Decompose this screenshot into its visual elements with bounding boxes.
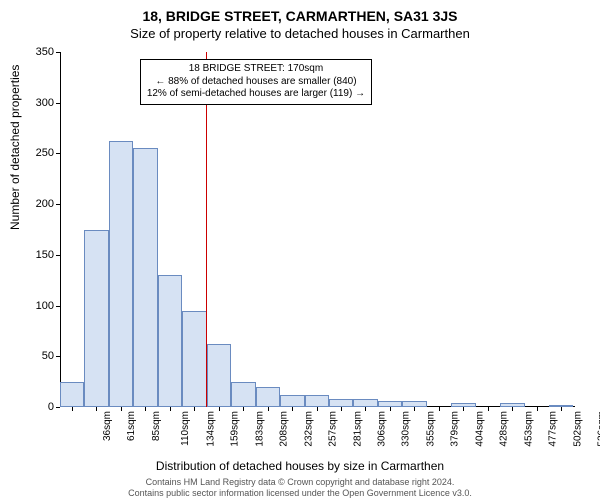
- histogram-bar: [353, 399, 377, 407]
- annotation-line2: ← 88% of detached houses are smaller (84…: [147, 76, 365, 89]
- histogram-bar: [182, 311, 206, 407]
- reference-line: [206, 52, 207, 407]
- x-tick-mark: [219, 407, 220, 411]
- histogram-bar: [231, 382, 255, 407]
- x-tick-label: 257sqm: [328, 411, 339, 447]
- x-tick-label: 61sqm: [126, 411, 137, 441]
- x-tick-label: 159sqm: [230, 411, 241, 447]
- x-tick-mark: [365, 407, 366, 411]
- x-tick-label: 85sqm: [151, 411, 162, 441]
- x-tick-mark: [537, 407, 538, 411]
- annotation-line1: 18 BRIDGE STREET: 170sqm: [147, 63, 365, 76]
- y-tick-mark: [56, 204, 60, 205]
- x-tick-mark: [488, 407, 489, 411]
- x-axis-label: Distribution of detached houses by size …: [0, 459, 600, 473]
- x-tick-label: 306sqm: [377, 411, 388, 447]
- histogram-bar: [451, 403, 475, 407]
- histogram-bar: [500, 403, 524, 407]
- x-tick-label: 477sqm: [548, 411, 559, 447]
- x-tick-label: 526sqm: [597, 411, 600, 447]
- histogram-bar: [158, 275, 182, 407]
- histogram-bar: [133, 148, 157, 407]
- x-tick-mark: [145, 407, 146, 411]
- x-tick-mark: [292, 407, 293, 411]
- annotation-box: 18 BRIDGE STREET: 170sqm← 88% of detache…: [140, 59, 372, 105]
- x-tick-label: 36sqm: [102, 411, 113, 441]
- x-tick-label: 208sqm: [279, 411, 290, 447]
- x-tick-mark: [72, 407, 73, 411]
- footer-licence: Contains public sector information licen…: [0, 488, 600, 498]
- x-tick-mark: [317, 407, 318, 411]
- y-tick-mark: [56, 407, 60, 408]
- x-tick-mark: [512, 407, 513, 411]
- y-tick-mark: [56, 153, 60, 154]
- x-tick-mark: [341, 407, 342, 411]
- histogram-bar: [305, 395, 329, 407]
- histogram-bar: [329, 399, 353, 407]
- y-tick-mark: [56, 356, 60, 357]
- x-tick-label: 355sqm: [425, 411, 436, 447]
- x-tick-label: 502sqm: [572, 411, 583, 447]
- x-tick-label: 110sqm: [180, 411, 191, 446]
- histogram-bar: [378, 401, 402, 407]
- x-tick-label: 183sqm: [254, 411, 265, 447]
- histogram-bar: [256, 387, 280, 407]
- x-tick-mark: [96, 407, 97, 411]
- chart-plot-area: 05010015020025030035036sqm61sqm85sqm110s…: [60, 52, 575, 407]
- histogram-bar: [280, 395, 304, 407]
- histogram-bar: [207, 344, 231, 407]
- x-tick-label: 281sqm: [352, 411, 363, 447]
- x-tick-mark: [170, 407, 171, 411]
- y-tick-mark: [56, 103, 60, 104]
- x-tick-mark: [463, 407, 464, 411]
- y-axis-label: Number of detached properties: [8, 65, 22, 230]
- title-sub: Size of property relative to detached ho…: [0, 24, 600, 41]
- annotation-line3: 12% of semi-detached houses are larger (…: [147, 88, 365, 101]
- x-tick-label: 404sqm: [474, 411, 485, 447]
- histogram-bar: [84, 230, 108, 408]
- histogram-bar: [60, 382, 84, 407]
- x-tick-label: 453sqm: [523, 411, 534, 447]
- x-tick-mark: [194, 407, 195, 411]
- y-tick-mark: [56, 52, 60, 53]
- chart-container: 18, BRIDGE STREET, CARMARTHEN, SA31 3JS …: [0, 0, 600, 500]
- y-tick-mark: [56, 255, 60, 256]
- y-axis-line: [60, 52, 61, 407]
- x-tick-label: 330sqm: [401, 411, 412, 447]
- histogram-bar: [109, 141, 133, 407]
- x-tick-label: 134sqm: [205, 411, 216, 447]
- histogram-bar: [549, 405, 573, 407]
- x-tick-label: 379sqm: [450, 411, 461, 447]
- x-tick-mark: [439, 407, 440, 411]
- title-main: 18, BRIDGE STREET, CARMARTHEN, SA31 3JS: [0, 0, 600, 24]
- x-tick-label: 232sqm: [303, 411, 314, 447]
- histogram-bar: [402, 401, 426, 407]
- x-tick-mark: [561, 407, 562, 411]
- x-tick-mark: [121, 407, 122, 411]
- x-tick-label: 428sqm: [499, 411, 510, 447]
- x-tick-mark: [268, 407, 269, 411]
- x-tick-mark: [390, 407, 391, 411]
- x-tick-mark: [243, 407, 244, 411]
- footer-copyright: Contains HM Land Registry data © Crown c…: [0, 477, 600, 487]
- x-tick-mark: [414, 407, 415, 411]
- y-tick-mark: [56, 306, 60, 307]
